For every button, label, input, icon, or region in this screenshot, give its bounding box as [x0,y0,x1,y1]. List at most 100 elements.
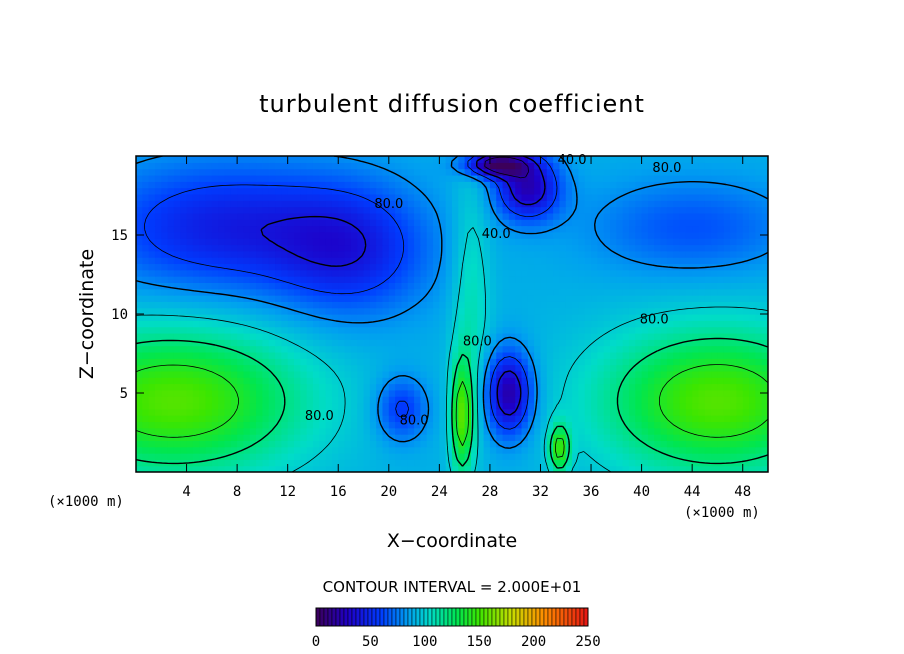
heatmap-cell [565,257,573,265]
heatmap-cell [306,168,314,176]
heatmap-cell [749,263,756,271]
heatmap-cell [730,187,737,195]
heatmap-cell [180,332,188,340]
heatmap-cell [730,225,737,233]
heatmap-cell [369,219,377,227]
heatmap-cell [281,200,289,208]
heatmap-cell [243,276,251,283]
heatmap-cell [180,427,188,435]
heatmap-cell [148,244,156,252]
heatmap-cell [572,276,579,283]
heatmap-cell [534,370,542,378]
heatmap-cell [723,238,731,246]
heatmap-cell [723,263,731,271]
heatmap-cell [704,402,712,410]
heatmap-cell [218,156,226,163]
heatmap-cell [515,200,523,208]
heatmap-cell [717,288,725,296]
heatmap-cell [622,231,630,239]
heatmap-cell [237,244,245,252]
heatmap-cell [597,427,605,435]
heatmap-cell [426,427,434,435]
heatmap-cell [154,421,162,429]
heatmap-cell [401,314,409,321]
heatmap-cell [148,238,156,246]
heatmap-cell [205,168,213,176]
heatmap-cell [388,174,396,182]
heatmap-cell [445,396,453,404]
heatmap-cell [262,250,270,258]
heatmap-cell [452,326,459,334]
heatmap-cell [597,370,605,378]
heatmap-cell [515,162,523,170]
heatmap-cell [300,206,308,214]
heatmap-cell [666,181,674,189]
heatmap-cell [268,193,276,201]
heatmap-cell [218,250,226,258]
heatmap-cell [628,351,636,359]
heatmap-cell [641,212,649,220]
heatmap-cell [749,370,756,378]
heatmap-cell [363,257,371,265]
heatmap-cell [610,238,617,246]
heatmap-cell [445,288,453,296]
heatmap-cell [439,453,447,460]
heatmap-cell [445,408,453,416]
heatmap-cell [186,187,194,195]
heatmap-cell [452,263,459,271]
heatmap-cell [458,307,466,315]
heatmap-cell [407,339,415,347]
heatmap-cell [723,370,731,378]
heatmap-cell [338,263,346,271]
heatmap-cell [331,377,339,385]
heatmap-cell [616,181,624,189]
heatmap-cell [534,320,542,328]
heatmap-cell [730,257,737,265]
heatmap-cell [521,377,529,385]
heatmap-cell [401,257,409,265]
heatmap-cell [508,276,516,283]
heatmap-cell [742,427,750,435]
heatmap-cell [521,301,529,309]
heatmap-cell [717,225,725,233]
heatmap-cell [515,307,523,315]
heatmap-cell [534,269,542,277]
heatmap-cell [660,377,668,385]
heatmap-cell [388,415,396,423]
heatmap-cell [319,389,327,397]
heatmap-cell [268,434,276,441]
heatmap-cell [591,345,598,353]
heatmap-cell [180,320,188,328]
heatmap-cell [673,415,681,423]
heatmap-cell [363,440,371,448]
heatmap-cell [312,174,320,182]
heatmap-cell [344,288,352,296]
heatmap-cell [502,345,510,353]
heatmap-cell [508,212,516,220]
heatmap-cell [502,402,510,410]
heatmap-cell [268,326,276,334]
heatmap-cell [489,326,497,334]
heatmap-cell [426,446,434,454]
heatmap-cell [331,415,339,423]
heatmap-cell [281,383,289,391]
heatmap-cell [483,231,491,239]
heatmap-cell [224,156,232,163]
heatmap-cell [723,358,731,366]
heatmap-cell [578,269,586,277]
heatmap-cell [458,415,466,423]
heatmap-cell [401,288,409,296]
heatmap-cell [433,377,440,385]
heatmap-cell [464,269,472,277]
heatmap-cell [300,212,308,220]
heatmap-cell [470,370,478,378]
heatmap-cell [597,257,605,265]
heatmap-cell [723,162,731,170]
heatmap-cell [243,301,251,309]
heatmap-cell [395,415,403,423]
heatmap-cell [414,402,421,410]
heatmap-cell [325,187,333,195]
heatmap-cell [610,206,617,214]
heatmap-cell [464,282,472,290]
heatmap-cell [161,238,169,246]
